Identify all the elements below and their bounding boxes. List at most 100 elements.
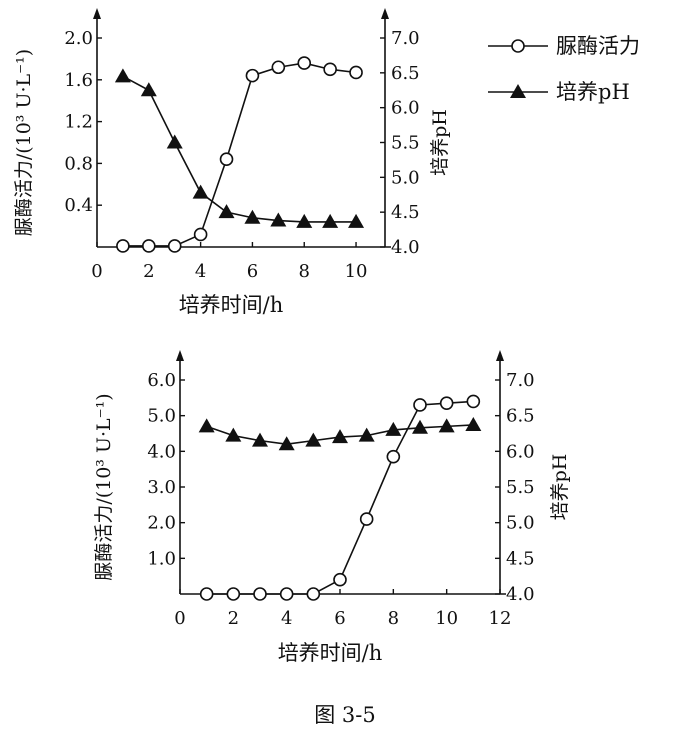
x-axis-title: 培养时间/h xyxy=(179,293,284,317)
culture-ph-point xyxy=(332,429,348,444)
y-left-tick-label: 6.0 xyxy=(147,370,176,391)
y-right-tick-label: 6.5 xyxy=(506,406,535,427)
legend-label-urease: 脲酶活力 xyxy=(556,34,640,58)
culture-ph-point xyxy=(218,204,235,219)
culture-ph-point xyxy=(225,427,242,442)
legend-marker-urease xyxy=(511,39,525,53)
x-tick-label: 10 xyxy=(345,261,368,282)
urease-activity-point xyxy=(219,152,234,167)
culture-ph-point xyxy=(252,432,268,447)
y-right-tick-label: 7.0 xyxy=(506,370,535,391)
urease-activity-point xyxy=(116,239,130,253)
y-axis-right-title: 培养pH xyxy=(549,454,571,521)
urease-activity-point xyxy=(271,60,286,75)
urease-activity-point xyxy=(199,587,214,601)
culture-ph-point xyxy=(412,419,428,434)
chart-2: 0 2 4 6 8 10 12 1.0 2.0 3.0 4.0 5.0 6.0 4.0 4.5 5.0 5.5 6… xyxy=(93,350,571,665)
figure-caption: 图 3-5 xyxy=(314,703,376,727)
x-tick-label: 4 xyxy=(281,608,292,629)
y-axis-left-title: 脲酶活力/(10³ U·L⁻¹) xyxy=(13,49,35,236)
x-tick-label: 2 xyxy=(143,261,154,282)
y-axis-right-arrow xyxy=(381,8,389,19)
urease-activity-point xyxy=(333,572,347,587)
urease-activity-point xyxy=(413,398,427,412)
y-right-tick-label: 7.0 xyxy=(391,28,420,49)
urease-activity-point xyxy=(349,65,363,80)
culture-ph-point xyxy=(278,436,295,451)
y-right-tick-label: 5.0 xyxy=(506,513,535,534)
y-axis-left-arrow xyxy=(176,350,184,361)
urease-activity-point xyxy=(306,587,321,601)
urease-activity-point xyxy=(297,56,312,70)
legend-label-ph: 培养pH xyxy=(556,80,630,104)
y-left-tick-label: 4.0 xyxy=(147,441,176,462)
x-tick-label: 0 xyxy=(91,261,102,282)
urease-activity-point xyxy=(323,62,337,77)
urease-activity-point xyxy=(386,449,401,464)
culture-ph-point xyxy=(114,68,131,83)
y-right-tick-label: 5.5 xyxy=(506,477,535,498)
y-right-tick-label: 4.5 xyxy=(506,548,535,569)
x-tick-label: 2 xyxy=(228,608,239,629)
y-right-tick-label: 5.5 xyxy=(391,133,420,154)
y-left-tick-label: 2.0 xyxy=(147,513,176,534)
legend: 脲酶活力 培养pH xyxy=(488,34,640,104)
culture-ph-point xyxy=(192,184,209,199)
y-left-tick-label: 3.0 xyxy=(147,477,176,498)
y-left-tick-label: 0.4 xyxy=(64,195,93,216)
culture-ph-point xyxy=(270,212,287,227)
culture-ph-point xyxy=(305,432,322,447)
urease-activity-point xyxy=(253,587,267,601)
x-axis-title: 培养时间/h xyxy=(278,641,383,665)
y-right-tick-label: 6.0 xyxy=(506,441,535,462)
urease-activity-point xyxy=(279,587,294,601)
y-left-tick-label: 2.0 xyxy=(64,28,93,49)
x-tick-label: 6 xyxy=(334,608,345,629)
urease-activity-point xyxy=(245,68,260,83)
y-axis-right-title: 培养pH xyxy=(429,109,451,176)
urease-activity-point xyxy=(466,394,481,409)
culture-ph-point xyxy=(244,209,261,224)
y-axis-left-arrow xyxy=(93,8,101,19)
culture-ph-point xyxy=(385,421,402,436)
culture-ph-point xyxy=(198,418,215,433)
x-tick-label: 8 xyxy=(388,608,399,629)
x-tick-label: 12 xyxy=(489,608,512,629)
y-right-tick-label: 5.0 xyxy=(391,167,420,188)
x-tick-label: 10 xyxy=(435,608,458,629)
urease-activity-point xyxy=(439,396,454,410)
y-left-tick-label: 5.0 xyxy=(147,406,176,427)
urease-activity-point xyxy=(226,587,241,601)
culture-ph-point xyxy=(166,134,183,149)
culture-ph-point xyxy=(358,427,375,442)
y-left-tick-label: 1.6 xyxy=(64,70,93,91)
x-tick-label: 8 xyxy=(299,261,310,282)
y-left-tick-label: 1.0 xyxy=(147,548,176,569)
x-tick-label: 0 xyxy=(174,608,185,629)
culture-ph-point xyxy=(296,213,313,228)
culture-ph-point xyxy=(465,416,482,431)
y-left-tick-label: 0.8 xyxy=(64,153,93,174)
y-right-tick-label: 4.0 xyxy=(391,237,420,258)
y-left-tick-label: 1.2 xyxy=(64,112,93,133)
legend-marker-ph xyxy=(510,84,526,98)
culture-ph-line xyxy=(122,75,357,223)
culture-ph-point xyxy=(348,213,365,228)
chart-1: 0 2 4 6 8 10 0.4 0.8 1.2 1.6 2.0 4.0 4.5 5.0 5.5 6.0 6.5… xyxy=(13,8,451,317)
x-tick-label: 6 xyxy=(247,261,258,282)
urease-activity-point xyxy=(167,239,182,253)
urease-activity-point xyxy=(359,512,374,526)
y-right-tick-label: 6.5 xyxy=(391,63,420,84)
culture-ph-point xyxy=(140,82,157,97)
y-right-tick-label: 4.5 xyxy=(391,202,420,223)
x-tick-label: 4 xyxy=(195,261,206,282)
y-axis-right-arrow xyxy=(496,350,504,361)
urease-activity-point xyxy=(142,239,156,253)
culture-ph-point xyxy=(438,418,455,433)
y-axis-left-title: 脲酶活力/(10³ U·L⁻¹) xyxy=(93,393,115,580)
urease-activity-point xyxy=(193,227,208,242)
y-right-tick-label: 6.0 xyxy=(391,98,420,119)
urease-activity-line xyxy=(122,62,357,247)
y-right-tick-label: 4.0 xyxy=(506,584,535,605)
